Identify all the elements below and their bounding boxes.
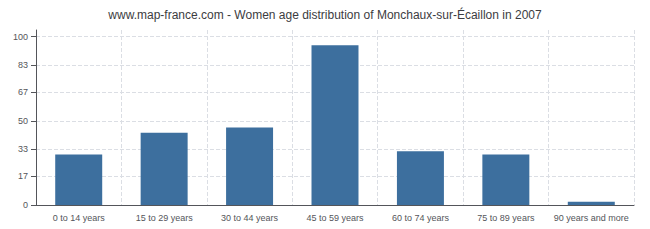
svg-text:www.map-france.com - Women age: www.map-france.com - Women age distribut… bbox=[107, 7, 542, 22]
svg-text:17: 17 bbox=[18, 171, 28, 181]
svg-text:33: 33 bbox=[18, 144, 28, 154]
svg-text:50: 50 bbox=[18, 116, 28, 126]
svg-text:100: 100 bbox=[13, 32, 28, 42]
svg-text:90 years and more: 90 years and more bbox=[554, 213, 629, 223]
svg-text:83: 83 bbox=[18, 60, 28, 70]
svg-text:67: 67 bbox=[18, 87, 28, 97]
svg-text:30 to 44 years: 30 to 44 years bbox=[221, 213, 279, 223]
svg-text:75 to 89 years: 75 to 89 years bbox=[477, 213, 535, 223]
svg-text:0: 0 bbox=[23, 200, 28, 210]
svg-text:45 to 59 years: 45 to 59 years bbox=[306, 213, 364, 223]
svg-text:15 to 29 years: 15 to 29 years bbox=[136, 213, 194, 223]
svg-text:60 to 74 years: 60 to 74 years bbox=[392, 213, 450, 223]
svg-text:0 to 14 years: 0 to 14 years bbox=[53, 213, 106, 223]
